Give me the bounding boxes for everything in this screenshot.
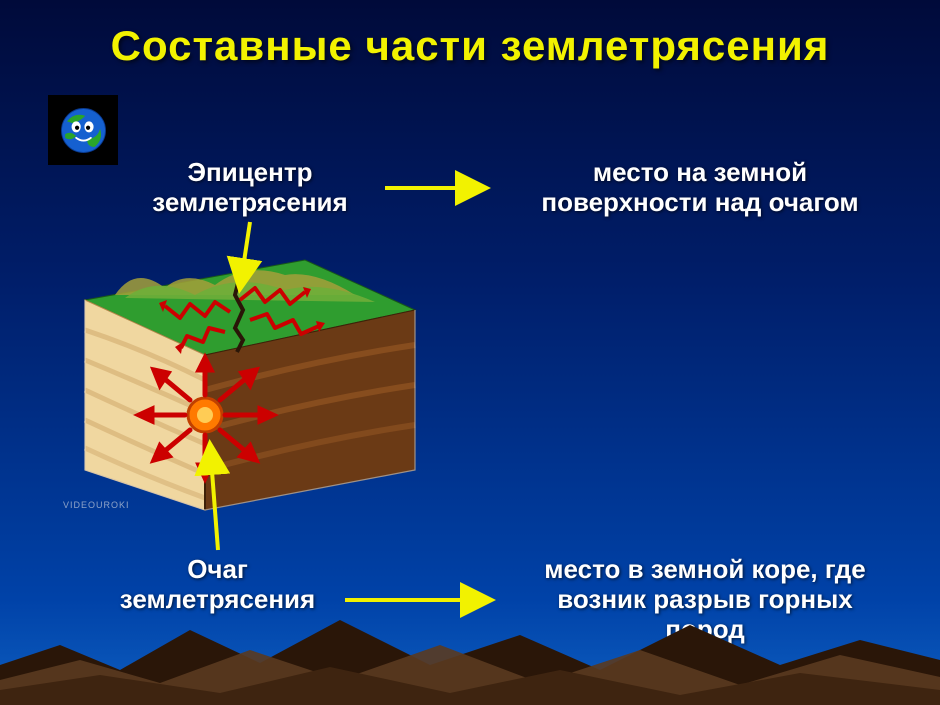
surface-line2: поверхности над очагом <box>541 187 858 217</box>
epicenter-label: Эпицентр землетрясения <box>130 158 370 218</box>
slide-root: Составные части землетрясения Эпицентр з… <box>0 0 940 705</box>
surface-desc-label: место на земной поверхности над очагом <box>500 158 900 218</box>
surface-line1: место на земной <box>593 157 807 187</box>
epicenter-line1: Эпицентр <box>188 157 313 187</box>
watermark: VIDEOUROKI <box>63 500 130 510</box>
page-title: Составные части землетрясения <box>0 22 940 70</box>
mountain-silhouette <box>0 595 940 705</box>
earthquake-diagram: VIDEOUROKI <box>55 240 425 520</box>
epicenter-line2: землетрясения <box>152 187 347 217</box>
hypocenter-line1: Очаг <box>187 554 248 584</box>
crust-line1: место в земной коре, где <box>544 554 865 584</box>
globe-icon <box>48 95 118 165</box>
